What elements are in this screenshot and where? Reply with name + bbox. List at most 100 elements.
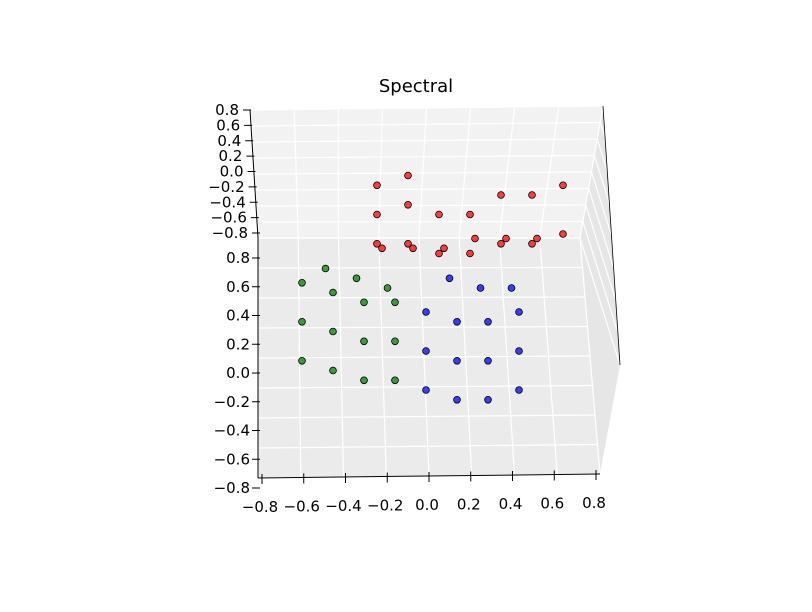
green-point [391,298,399,307]
blue-point [484,395,492,404]
y-tick-label: −0.4 [214,422,250,440]
red-point [559,230,567,238]
green-point [298,278,306,287]
red-point [404,201,412,209]
z-tick-label: 0.2 [219,147,243,165]
y-tick-label: −0.6 [214,450,250,468]
blue-point [476,284,485,292]
grid-line-side [590,171,613,236]
side-pane [580,106,620,474]
x-tick-label: 0.8 [582,494,606,512]
grid-line-back-horizontal [254,187,589,191]
red-point [404,171,412,180]
green-point [298,356,306,365]
blue-point [422,347,430,355]
red-point [435,249,443,258]
red-point [373,181,381,190]
red-point [528,191,536,199]
blue-point [453,395,461,404]
red-point [533,234,541,243]
red-point [409,244,417,253]
grid-line-floor-horizontal [257,355,591,359]
red-point [497,191,505,199]
grid-line-floor-vertical [498,237,516,476]
z-tick-label: −0.6 [210,209,246,227]
z-tick-label: 0.8 [215,101,239,119]
grid-line-back-vertical [539,106,560,239]
x-tick-label: −0.2 [367,497,403,515]
grid-line-side [579,237,621,366]
y-tick-label: −0.8 [214,479,250,497]
grid-line-floor-vertical [458,237,473,476]
green-point [391,376,399,385]
grid-line-back-vertical [458,107,472,239]
red-point [404,240,412,248]
grid-line-side [588,188,615,269]
red-point [378,244,386,253]
green-point [360,376,368,385]
blue-point [484,317,492,326]
red-point [528,240,536,248]
green-point [360,298,368,307]
grid-line-back-horizontal [256,220,583,223]
green-point [321,264,330,273]
axis-lines [243,105,621,489]
grid-line-floor-horizontal [257,443,598,449]
x-tick-label: −0.8 [242,498,278,516]
grid-line-side [585,204,617,301]
red-point [559,181,567,190]
z-axis-line [249,109,259,239]
red-point [471,234,479,243]
z-tick-label: −0.4 [209,193,245,211]
grid-line-side [582,221,619,333]
green-point [329,288,337,297]
green-point [360,337,368,346]
z-tick-label: −0.2 [208,178,244,196]
x-tick-label: 0.0 [415,496,439,514]
blue-point [445,274,454,283]
y-tick-label: 0.6 [226,278,250,296]
red-point [373,210,381,219]
x-tick-label: 0.4 [499,495,523,513]
red-point [502,234,510,243]
x-tick-label: −0.4 [325,497,361,515]
red-point [435,210,443,219]
grid-line-floor-vertical [539,237,558,475]
red-point [466,249,474,258]
blue-point [484,356,492,365]
z-tick-label: 0.4 [217,132,241,150]
z-tick-label: −0.8 [212,224,248,242]
blue-point [515,347,523,355]
green-point [352,274,361,283]
red-point [466,210,474,219]
red-point [440,244,448,253]
grid-line-back-horizontal [253,171,592,175]
blue-point [422,308,430,316]
x-tick-label: −0.6 [284,498,320,516]
grid-line-back-vertical [579,105,604,239]
y-tick-label: 0.2 [226,335,250,353]
tick-labels: 0.80.60.40.20.0−0.2−0.4−0.6−0.80.80.60.4… [208,101,606,516]
grid-lines [249,105,621,479]
green-point [298,317,306,326]
green-point [329,327,337,336]
green-point [391,337,399,346]
axes-panes [250,106,620,478]
grid-line-back-vertical [498,106,516,239]
x-tick-label: 0.2 [457,496,481,514]
grid-line-side [593,155,610,204]
red-point [373,240,381,248]
grid-line-floor-vertical [579,237,601,475]
blue-point [453,356,461,365]
blue-point [515,308,523,316]
grid-line-floor-horizontal [257,414,596,419]
chart-title: Spectral [378,76,454,97]
green-point [383,284,392,292]
grid-line-back-horizontal [255,204,586,207]
blue-point [507,284,516,292]
blue-point [515,386,523,394]
blue-point [453,317,461,326]
y-tick-label: 0.8 [226,249,250,267]
z-tick-label: 0.6 [216,116,240,134]
